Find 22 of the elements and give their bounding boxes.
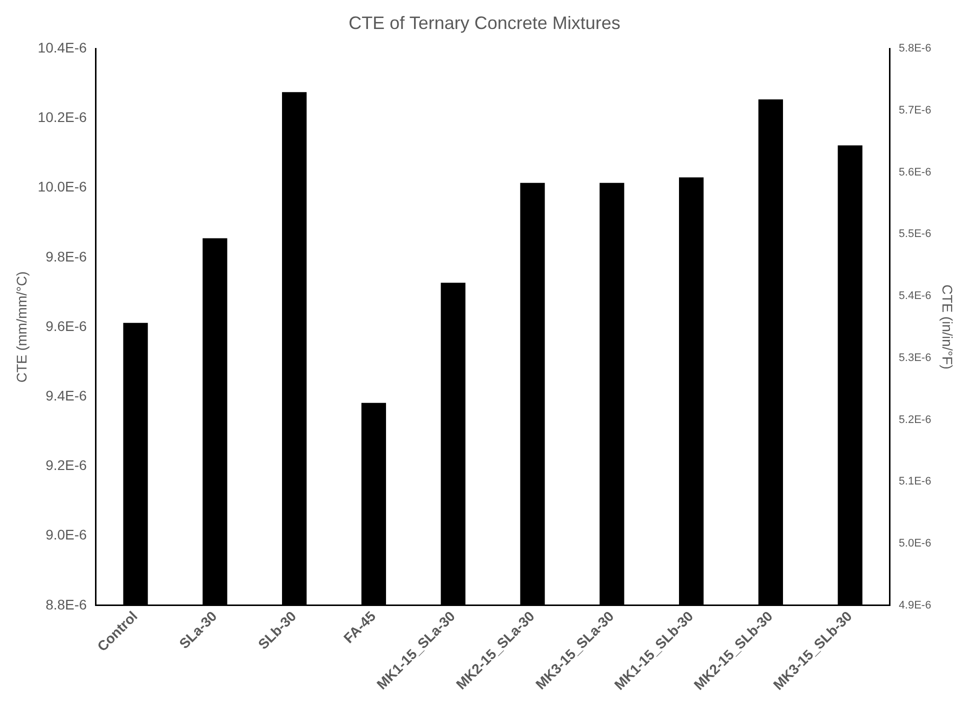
y2-tick-label: 5.2E-6 (898, 414, 932, 426)
y-tick-label: 9.0E-6 (46, 526, 88, 543)
y2-tick-label: 5.6E-6 (898, 166, 932, 178)
y-tick-label: 9.2E-6 (46, 457, 88, 474)
y2-tick-label: 5.7E-6 (898, 104, 932, 116)
y-tick-label: 10.4E-6 (38, 39, 88, 56)
y-axis-title: CTE (mm/mm/°C) (13, 271, 30, 383)
y-tick-label: 9.6E-6 (46, 318, 88, 334)
y-tick-label: 8.8E-6 (46, 596, 88, 612)
y2-tick-label: 5.1E-6 (898, 476, 932, 488)
y-tick-label: 10.2E-6 (38, 109, 88, 126)
y-tick-label: 9.4E-6 (46, 387, 88, 404)
chart-title: CTE of Ternary Concrete Mixtures (348, 12, 620, 33)
y2-tick-label: 5.4E-6 (898, 290, 932, 302)
y2-tick-label: 4.9E-6 (898, 599, 932, 612)
y-tick-label: 10.0E-6 (38, 178, 88, 195)
y-tick-label: 9.8E-6 (46, 248, 88, 264)
y2-tick-label: 5.0E-6 (898, 538, 932, 550)
y2-axis-title: CTE (in/in/°F) (940, 284, 956, 370)
y2-tick-label: 5.3E-6 (898, 352, 932, 364)
y2-tick-label: 5.8E-6 (898, 42, 932, 55)
y2-tick-label: 5.5E-6 (898, 228, 932, 240)
